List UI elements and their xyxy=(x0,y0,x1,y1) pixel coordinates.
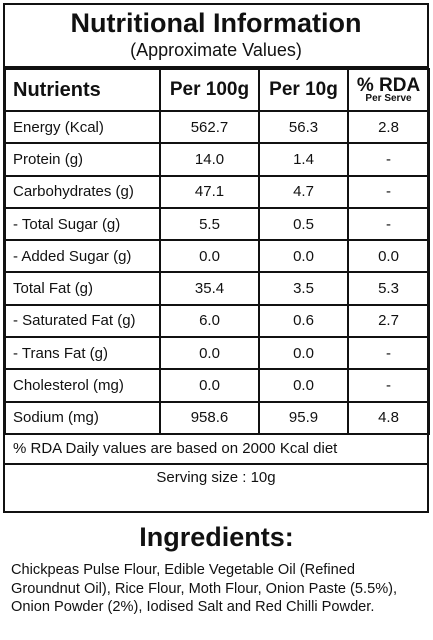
nutrient-value: 5.3 xyxy=(347,271,430,306)
nutrient-row: Cholesterol (mg) 0.0 0.0- xyxy=(4,368,430,403)
nutrient-name: Total Fat (g) xyxy=(4,271,161,306)
nutrient-value: 0.0 xyxy=(258,239,349,274)
nutrient-value: 0.5 xyxy=(258,206,349,242)
table-body: Nutrients Per 100g Per 10g% RDA Per Serve En… xyxy=(4,68,430,435)
nutrient-value: 95.9 xyxy=(258,400,349,435)
nutrient-name: - Saturated Fat (g) xyxy=(4,303,161,339)
column-header-text: % RDA xyxy=(356,74,421,96)
nutrient-name: Energy (Kcal) xyxy=(4,109,161,145)
column-header: Nutrients xyxy=(4,68,161,112)
nutrient-name: Protein (g) xyxy=(4,142,161,177)
ingredients-title: Ingredients: xyxy=(139,522,294,552)
nutrient-value: 47.1 xyxy=(159,174,260,209)
panel-header: Nutritional Information (Approximate Val… xyxy=(5,5,427,68)
nutrient-value: - xyxy=(347,336,430,371)
nutrient-value: 0.0 xyxy=(159,336,260,371)
nutrient-value: 2.7 xyxy=(347,303,430,339)
nutrient-row: Sodium (mg) 958.6 95.9 4.8 xyxy=(4,400,430,435)
nutrient-value: 958.6 xyxy=(159,400,260,435)
nutrient-row: - Total Sugar (g) 5.5 0.5- xyxy=(4,206,430,242)
column-header: % RDA Per Serve xyxy=(347,68,430,112)
nutrient-value: 14.0 xyxy=(159,142,260,177)
header-row: Nutrients Per 100g Per 10g% RDA Per Serve xyxy=(4,68,430,112)
nutrient-value: 0.0 xyxy=(258,368,349,403)
nutrient-name: - Added Sugar (g) xyxy=(4,239,161,274)
nutrient-name: Carbohydrates (g) xyxy=(4,174,161,209)
nutrient-name: - Trans Fat (g) xyxy=(4,336,161,371)
nutrient-value: 2.8 xyxy=(347,109,430,145)
nutrient-name: Sodium (mg) xyxy=(4,400,161,435)
nutrient-name: - Total Sugar (g) xyxy=(4,206,161,242)
column-header: Per 100g xyxy=(159,68,260,112)
nutrient-row: - Added Sugar (g) 0.0 0.0 0.0 xyxy=(4,239,430,274)
footnote: % RDA Daily values are based on 2000 Kca… xyxy=(5,435,427,465)
nutrient-value: 3.5 xyxy=(258,271,349,306)
nutrient-row: Total Fat (g) 35.4 3.5 5.3 xyxy=(4,271,430,306)
nutrient-value: 0.6 xyxy=(258,303,349,339)
nutrient-value: 0.0 xyxy=(258,336,349,371)
nutrient-row: - Trans Fat (g) 0.0 0.0- xyxy=(4,336,430,371)
nutrient-value: 4.7 xyxy=(258,174,349,209)
nutrient-row: Energy (Kcal) 562.7 56.3 2.8 xyxy=(4,109,430,145)
nutrient-value: - xyxy=(347,174,430,209)
nutrient-value: 0.0 xyxy=(159,239,260,274)
nutrient-value: - xyxy=(347,142,430,177)
nutrient-row: Protein (g) 14.0 1.4- xyxy=(4,142,430,177)
nutrition-panel: Nutritional Information (Approximate Val… xyxy=(3,3,430,513)
nutrient-value: 56.3 xyxy=(258,109,349,145)
nutrient-value: 0.0 xyxy=(159,368,260,403)
nutrition-table: Nutrients Per 100g Per 10g% RDA Per Serve En… xyxy=(4,68,430,435)
ingredients-text: Chickpeas Pulse Flour, Edible Vegetable … xyxy=(11,562,398,615)
nutrient-value: 35.4 xyxy=(159,271,260,306)
nutrient-row: - Saturated Fat (g) 6.0 0.6 2.7 xyxy=(4,303,430,339)
subtitle: (Approximate Values) xyxy=(130,40,302,60)
nutrient-row: Carbohydrates (g) 47.1 4.7- xyxy=(4,174,430,209)
nutrient-value: - xyxy=(347,206,430,242)
column-header: Per 10g xyxy=(258,68,349,112)
nutrient-value: 5.5 xyxy=(159,206,260,242)
nutrient-value: 0.0 xyxy=(347,239,430,274)
nutrient-value: 6.0 xyxy=(159,303,260,339)
nutrient-value: - xyxy=(347,368,430,403)
column-note: Per Serve xyxy=(365,92,412,104)
nutrient-name: Cholesterol (mg) xyxy=(4,368,161,403)
nutrient-value: 1.4 xyxy=(258,142,349,177)
nutrient-value: 4.8 xyxy=(347,400,430,435)
serving-size: Serving size : 10g xyxy=(156,468,276,486)
nutrient-value: 562.7 xyxy=(159,109,260,145)
title: Nutritional Information xyxy=(70,8,362,38)
